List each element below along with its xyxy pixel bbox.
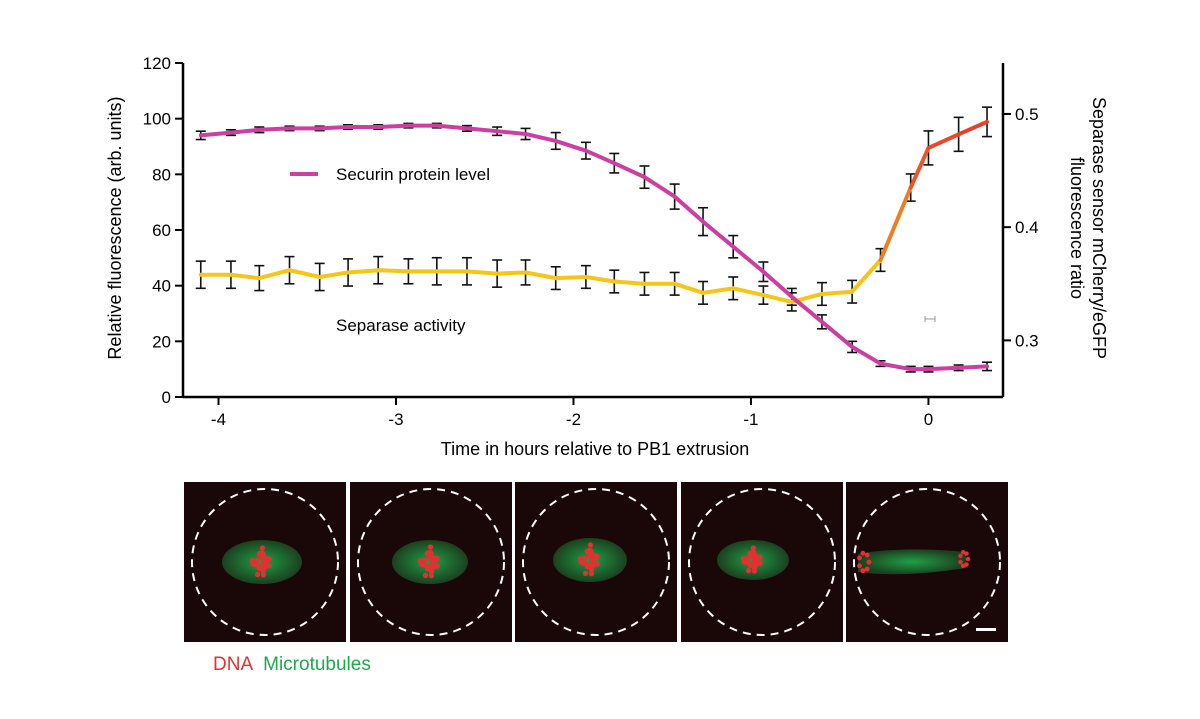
y-axis-label-right-line1: Separase sensor mCherry/eGFP bbox=[1089, 97, 1109, 359]
y-tick-label-right: 0.3 bbox=[1015, 331, 1039, 350]
separase-line-segment bbox=[346, 268, 381, 275]
separase-line-segment bbox=[553, 274, 588, 281]
image-caption: DNA Microtubules bbox=[213, 654, 371, 676]
y-tick-label-left: 20 bbox=[152, 332, 171, 351]
caption-dna: DNA bbox=[213, 654, 254, 675]
separase-line-segment bbox=[761, 293, 794, 304]
y-tick-label-left: 40 bbox=[152, 277, 171, 296]
y-tick-label-right: 0.4 bbox=[1015, 218, 1039, 237]
separase-line-segment bbox=[926, 132, 961, 150]
microscopy-frame bbox=[184, 482, 346, 642]
x-tick-label: -1 bbox=[743, 410, 758, 429]
legend: Securin protein level Separase activity bbox=[290, 165, 490, 335]
separase-line-segment bbox=[878, 185, 913, 263]
microscopy-frame bbox=[846, 482, 1008, 642]
y-tick-label-left: 100 bbox=[143, 110, 171, 129]
axes: -4 -3 -2 -1 0 0 20 40 60 80 100 120 0.3 0.4 0.5 bbox=[143, 54, 1039, 429]
separase-line-segment bbox=[376, 268, 411, 274]
microscopy-frame-image bbox=[356, 488, 505, 636]
separase-line-segment bbox=[287, 268, 322, 279]
separase-line-segment bbox=[583, 274, 617, 284]
legend-label-securin: Securin protein level bbox=[336, 165, 490, 184]
separase-line-segment bbox=[819, 289, 855, 296]
series-layer bbox=[195, 106, 993, 373]
y-tick-label-left: 60 bbox=[152, 221, 171, 240]
separase-line-segment bbox=[464, 269, 500, 276]
microscopy-strip bbox=[184, 482, 1008, 642]
y-tick-label-left: 0 bbox=[162, 388, 171, 407]
x-tick-label: -2 bbox=[566, 410, 581, 429]
x-tick-label: -3 bbox=[388, 410, 403, 429]
legend-label-separase: Separase activity bbox=[336, 316, 466, 335]
separase-line-segment bbox=[731, 286, 766, 298]
microscopy-frame-image bbox=[191, 488, 339, 636]
microscopy-frame-image bbox=[853, 488, 1001, 636]
microscopy-frame bbox=[515, 482, 677, 642]
x-tick-label: 0 bbox=[924, 410, 933, 429]
small-marker bbox=[924, 316, 936, 322]
separase-line-segment bbox=[908, 145, 931, 190]
separase-line-segment bbox=[495, 270, 528, 276]
x-axis-label: Time in hours relative to PB1 extrusion bbox=[441, 439, 749, 459]
microscopy-frame bbox=[680, 482, 843, 642]
y-axis-label-left: Relative fluorescence (arb. units) bbox=[105, 96, 125, 359]
caption-microtubules: Microtubules bbox=[263, 654, 371, 675]
securin-line bbox=[198, 123, 990, 372]
separase-line-segment bbox=[257, 268, 292, 281]
separase-line-segment bbox=[701, 286, 736, 295]
separase-line-segment bbox=[228, 272, 262, 281]
microscopy-frame bbox=[349, 482, 512, 642]
y-tick-label-left: 120 bbox=[143, 54, 171, 73]
microscopy-frame-image bbox=[687, 488, 836, 636]
separase-line-segment bbox=[612, 279, 647, 286]
microscopy-frame-image bbox=[522, 488, 670, 636]
separase-line-segment bbox=[672, 281, 706, 295]
separase-line-segment bbox=[523, 270, 558, 281]
separase-line-segment bbox=[850, 258, 883, 294]
chart: -4 -3 -2 -1 0 0 20 40 60 80 100 120 0.3 0.4 0.5 Securi… bbox=[105, 54, 1109, 459]
x-tick-label: -4 bbox=[211, 410, 226, 429]
y-tick-label-right: 0.5 bbox=[1015, 105, 1039, 124]
y-axis-label-right-line2: fluorescence ratio bbox=[1067, 157, 1087, 299]
separase-line-segment bbox=[956, 119, 990, 137]
y-tick-label-left: 80 bbox=[152, 165, 171, 184]
separase-line-segment bbox=[317, 270, 351, 279]
